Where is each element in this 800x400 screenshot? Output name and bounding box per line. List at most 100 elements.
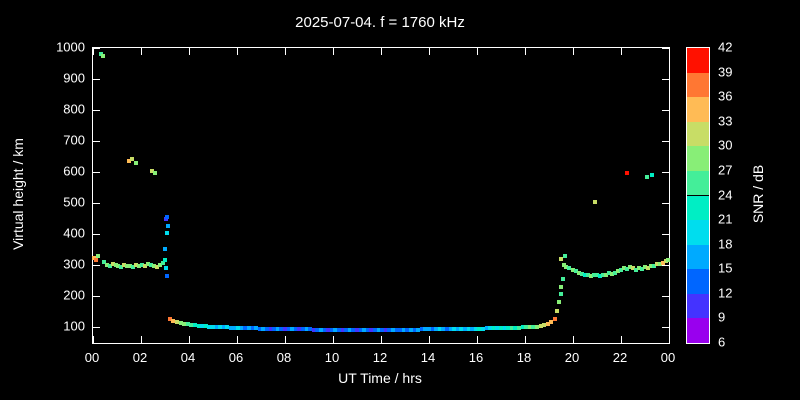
colorbar xyxy=(686,47,710,344)
y-tick-label: 300 xyxy=(63,256,85,272)
y-tick xyxy=(662,265,669,267)
colorbar-segment xyxy=(687,146,709,171)
y-tick xyxy=(662,296,669,298)
data-point xyxy=(301,327,305,332)
data-point xyxy=(394,327,399,332)
colorbar-tick-label: 6 xyxy=(718,334,726,350)
data-point xyxy=(481,326,485,331)
data-point xyxy=(221,325,226,330)
data-point xyxy=(116,263,121,268)
data-point xyxy=(559,285,564,290)
data-point xyxy=(185,322,190,327)
data-point xyxy=(470,326,475,331)
data-point xyxy=(434,327,439,332)
y-tick xyxy=(93,265,100,267)
data-point xyxy=(645,266,650,271)
data-point xyxy=(351,327,356,332)
data-point xyxy=(502,326,507,331)
data-point xyxy=(448,327,453,332)
data-point xyxy=(182,321,187,326)
data-point xyxy=(214,325,219,330)
x-tick-label: 08 xyxy=(276,350,292,365)
data-point xyxy=(149,263,154,268)
colorbar-segment xyxy=(687,244,709,270)
y-tick-label: 1000 xyxy=(56,39,85,55)
x-tick-label: 12 xyxy=(372,350,388,365)
data-point xyxy=(247,326,251,331)
data-point xyxy=(362,327,367,332)
y-tick-label: 500 xyxy=(63,194,85,210)
colorbar-tick-label: 42 xyxy=(718,39,733,55)
data-point xyxy=(200,323,205,328)
data-point xyxy=(555,309,560,314)
data-point xyxy=(203,324,208,329)
data-point xyxy=(466,326,471,331)
data-point xyxy=(513,325,518,330)
data-point xyxy=(405,327,410,332)
data-point xyxy=(134,263,139,268)
data-point xyxy=(236,326,241,331)
x-tick-label: 06 xyxy=(228,350,244,365)
data-point xyxy=(517,325,521,330)
data-point xyxy=(275,327,280,332)
data-point xyxy=(308,327,313,332)
x-tick xyxy=(669,336,670,343)
data-point xyxy=(542,322,547,327)
data-point xyxy=(211,324,215,329)
data-point xyxy=(621,266,626,271)
data-point xyxy=(140,262,145,267)
data-point xyxy=(604,273,609,278)
data-point xyxy=(340,327,345,332)
data-point xyxy=(243,326,248,331)
data-point xyxy=(597,274,602,279)
colorbar-segment xyxy=(687,72,709,98)
data-point xyxy=(92,255,97,260)
data-point xyxy=(661,260,665,265)
y-tick xyxy=(93,48,100,49)
y-tick xyxy=(662,110,669,112)
data-point xyxy=(113,263,118,268)
data-point xyxy=(409,327,413,332)
data-point xyxy=(531,324,536,329)
colorbar-segment xyxy=(687,269,709,294)
y-tick xyxy=(662,172,669,174)
colorbar-segment xyxy=(687,97,709,122)
data-point xyxy=(559,256,563,261)
y-tick xyxy=(93,234,100,236)
data-point xyxy=(196,323,201,328)
x-tick-label: 16 xyxy=(468,350,484,365)
data-point xyxy=(315,327,320,332)
data-point xyxy=(649,263,653,268)
data-point xyxy=(193,323,197,328)
data-point xyxy=(560,276,565,281)
data-point xyxy=(463,327,467,332)
data-point xyxy=(283,327,287,332)
data-point xyxy=(645,174,650,179)
data-point xyxy=(524,325,529,330)
data-point xyxy=(165,214,170,219)
data-point xyxy=(637,266,641,271)
x-tick-label: 02 xyxy=(132,350,148,365)
x-tick xyxy=(189,48,190,55)
data-point xyxy=(589,273,593,278)
data-point xyxy=(171,318,176,323)
colorbar-segment xyxy=(687,170,709,196)
data-point xyxy=(105,262,110,267)
data-point xyxy=(272,327,277,332)
data-point xyxy=(149,169,154,174)
data-point xyxy=(631,266,635,271)
x-tick xyxy=(189,336,190,343)
y-axis-label: Virtual height / km xyxy=(10,138,26,250)
x-tick xyxy=(285,48,286,55)
data-point xyxy=(133,160,138,165)
data-point xyxy=(344,327,349,332)
colorbar-segment xyxy=(687,48,709,73)
data-point xyxy=(122,263,127,268)
data-point xyxy=(101,54,106,59)
data-point xyxy=(207,324,212,329)
colorbar-tick-label: 30 xyxy=(718,137,733,153)
data-point xyxy=(441,327,446,332)
data-point xyxy=(419,327,424,332)
data-point xyxy=(164,231,169,236)
x-tick xyxy=(477,48,478,55)
